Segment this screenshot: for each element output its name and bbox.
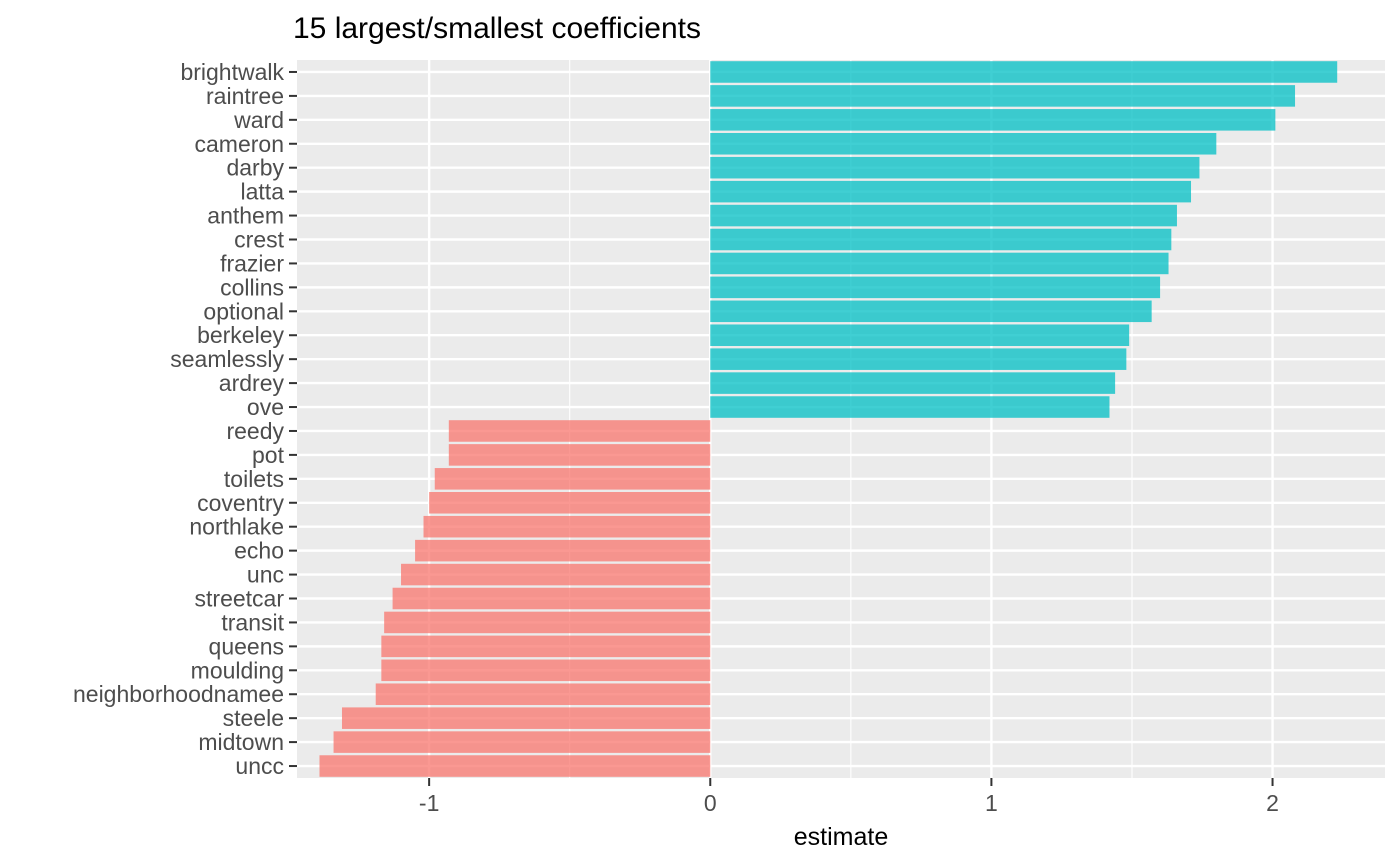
bar-reedy <box>448 420 711 442</box>
x-axis-label: estimate <box>794 823 888 851</box>
y-tick-label: moulding <box>191 657 284 683</box>
y-tick-label: seamlessly <box>170 346 284 372</box>
bar-brightwalk <box>710 61 1338 83</box>
y-tick-label: echo <box>234 538 284 564</box>
bar-berkeley <box>710 324 1130 347</box>
y-tick-label: ove <box>247 394 284 420</box>
x-tick-label: -1 <box>419 790 439 816</box>
bar-midtown <box>333 731 711 753</box>
bar-cameron <box>710 132 1217 155</box>
y-tick-label: coventry <box>197 490 284 516</box>
x-tick-label: 2 <box>1266 790 1279 816</box>
y-tick-label: queens <box>209 633 284 659</box>
y-tick-label: ardrey <box>219 370 285 396</box>
bar-seamlessly <box>710 348 1127 370</box>
y-tick-label: pot <box>252 442 285 468</box>
y-tick-label: collins <box>220 274 284 300</box>
y-tick-label: uncc <box>235 753 284 779</box>
y-tick-label: anthem <box>207 203 284 229</box>
y-tick-label: ward <box>233 107 284 133</box>
bar-northlake <box>423 515 711 538</box>
bar-pot <box>448 444 711 466</box>
y-tick-label: reedy <box>226 418 284 444</box>
y-tick-label: berkeley <box>197 322 284 348</box>
bars <box>319 61 1338 777</box>
y-tick-label: neighborhoodnamee <box>73 681 284 707</box>
bar-uncc <box>319 755 711 777</box>
bar-frazier <box>710 252 1169 275</box>
bar-ove <box>710 396 1110 418</box>
bar-raintree <box>710 85 1296 107</box>
bar-crest <box>710 228 1172 251</box>
y-tick-label: cameron <box>195 131 284 157</box>
y-tick-label: toilets <box>224 466 284 492</box>
y-tick-label: raintree <box>206 83 284 109</box>
y-axis: brightwalkraintreewardcamerondarbylattaa… <box>73 59 297 779</box>
y-tick-label: brightwalk <box>180 59 284 85</box>
y-tick-label: midtown <box>198 729 284 755</box>
bar-anthem <box>710 204 1177 227</box>
y-tick-label: unc <box>247 562 284 588</box>
y-tick-label: steele <box>223 705 284 731</box>
bar-coventry <box>429 491 711 514</box>
y-tick-label: frazier <box>220 250 284 276</box>
bar-ardrey <box>710 372 1116 394</box>
bar-latta <box>710 180 1192 203</box>
y-tick-label: optional <box>203 298 284 324</box>
bar-transit <box>384 611 711 634</box>
y-tick-label: darby <box>226 155 284 181</box>
bar-echo <box>415 539 711 562</box>
bar-optional <box>710 300 1152 323</box>
x-tick-label: 1 <box>985 790 998 816</box>
bar-toilets <box>434 468 711 490</box>
bar-streetcar <box>392 587 711 610</box>
bar-unc <box>401 563 711 586</box>
y-tick-label: streetcar <box>195 586 285 612</box>
bar-moulding <box>381 659 711 682</box>
y-tick-label: crest <box>234 227 284 253</box>
chart-title: 15 largest/smallest coefficients <box>293 12 701 45</box>
y-tick-label: latta <box>241 179 285 205</box>
x-axis: -1 0 1 2 <box>419 778 1279 816</box>
bar-steele <box>341 707 711 729</box>
bar-queens <box>381 635 711 658</box>
bar-ward <box>710 109 1276 131</box>
bar-collins <box>710 276 1161 299</box>
bar-neighborhoodnamee <box>375 683 711 706</box>
y-tick-label: transit <box>221 609 284 635</box>
plot-panel <box>297 60 1385 778</box>
y-tick-label: northlake <box>189 514 284 540</box>
bar-darby <box>710 156 1200 179</box>
x-tick-label: 0 <box>704 790 717 816</box>
